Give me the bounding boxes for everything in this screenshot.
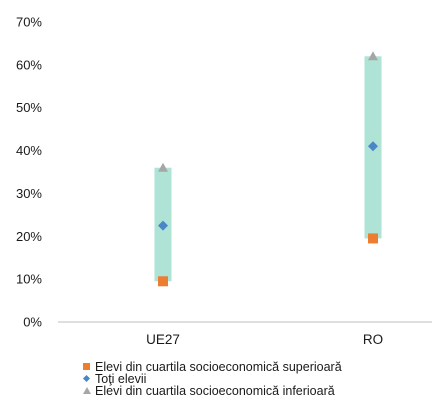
all-students-point [158,220,168,231]
y-tick-label: 0% [23,315,42,330]
y-tick-label: 10% [16,272,42,287]
y-tick-label: 30% [16,186,42,201]
blue-diamond-icon [82,373,92,385]
y-tick-label: 70% [16,15,42,30]
legend-label-lower-quartile: Elevi din cuartila socioeconomică inferi… [95,384,335,398]
upper-quartile-point [368,233,378,244]
range-bars [154,56,382,282]
chart: 0% 10% 20% 30% 40% 50% 60% 70% UE27 RO [16,15,432,347]
lower-quartile-point [158,162,168,172]
legend-item-upper-quartile: Elevi din cuartila socioeconomică superi… [82,361,342,373]
orange-square-icon [82,361,92,373]
legend-label-upper-quartile: Elevi din cuartila socioeconomică superi… [95,360,342,374]
data-markers [158,51,378,287]
y-tick-label: 20% [16,229,42,244]
legend-item-lower-quartile: Elevi din cuartila socioeconomică inferi… [82,385,342,397]
y-tick-label: 60% [16,57,42,72]
y-tick-label: 40% [16,143,42,158]
legend: Elevi din cuartila socioeconomică superi… [82,361,342,397]
y-tick-label: 50% [16,100,42,115]
gray-triangle-icon [82,385,92,397]
x-category-label: UE27 [146,332,180,347]
upper-quartile-point [158,276,168,287]
x-axis-category-labels: UE27 RO [146,332,383,347]
x-category-label: RO [363,332,383,347]
legend-label-all-students: Toţi elevii [95,372,147,386]
y-axis-tick-labels: 0% 10% 20% 30% 40% 50% 60% 70% [16,15,42,330]
all-students-point [368,141,378,152]
legend-item-all-students: Toţi elevii [82,372,342,386]
lower-quartile-point [368,51,378,61]
